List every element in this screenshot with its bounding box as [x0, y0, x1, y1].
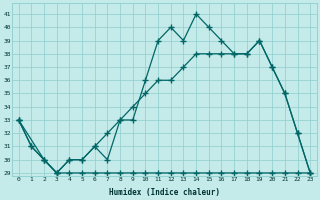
X-axis label: Humidex (Indice chaleur): Humidex (Indice chaleur) — [109, 188, 220, 197]
